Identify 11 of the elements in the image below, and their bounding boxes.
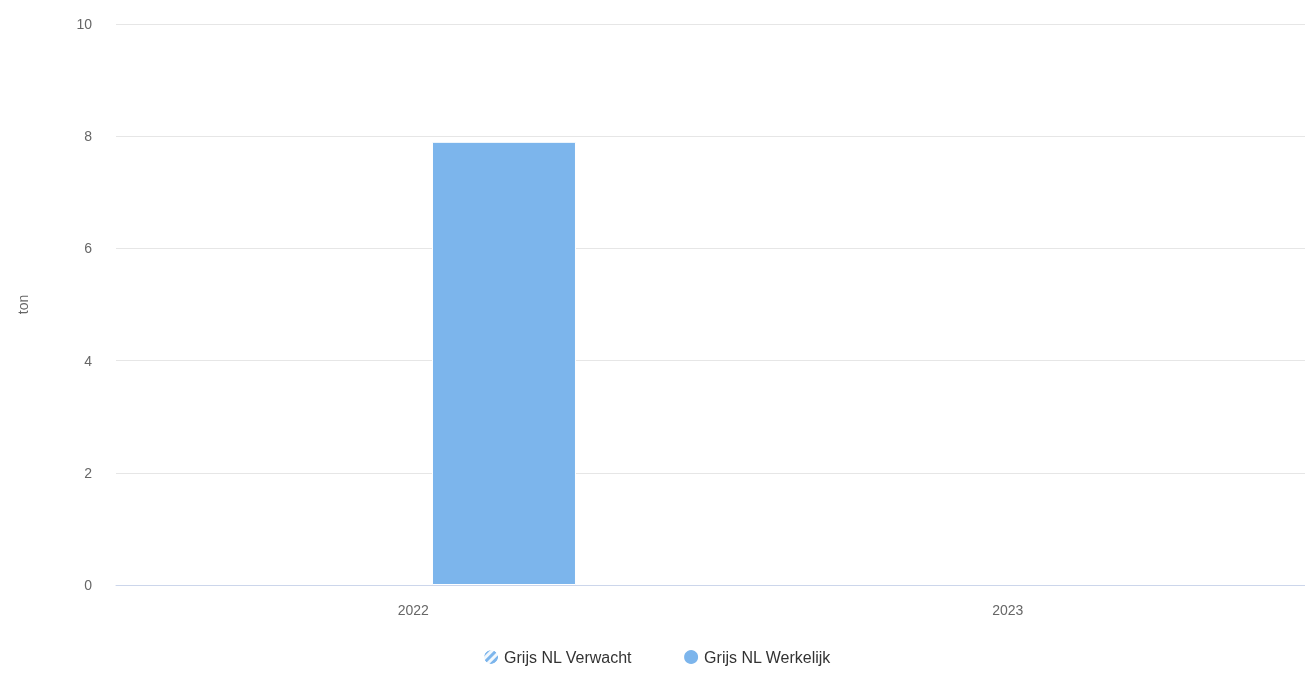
legend-label: Grijs NL Verwacht	[504, 648, 633, 666]
y-tick-label: 8	[84, 128, 93, 145]
x-tick-label: 2022	[397, 602, 430, 618]
y-tick-label: 10	[76, 16, 93, 32]
legend-label: Grijs NL Werkelijk	[704, 648, 832, 666]
y-tick-label: 4	[84, 352, 93, 369]
y-tick-label: 2	[84, 464, 93, 481]
y-tick-label: 0	[84, 577, 93, 593]
y-axis-title: ton	[15, 294, 31, 315]
y-tick-label: 6	[84, 240, 93, 257]
x-tick-label: 2023	[992, 602, 1024, 618]
